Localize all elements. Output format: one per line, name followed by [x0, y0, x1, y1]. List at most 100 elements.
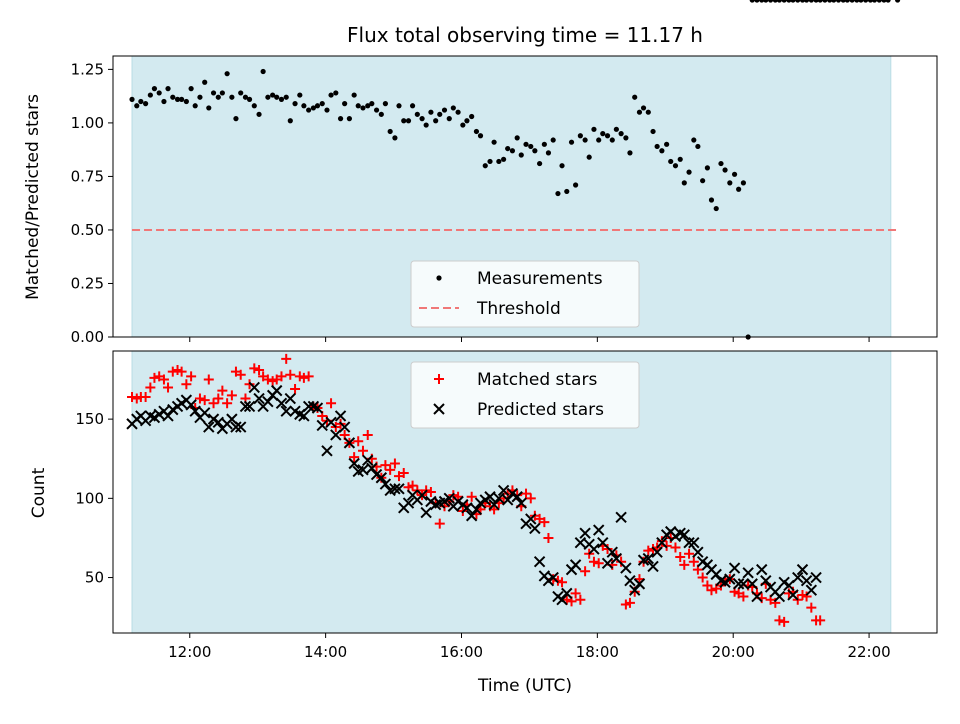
predicted-star-marker: [773, 590, 786, 603]
predicted-star-marker: [316, 419, 328, 432]
predicted-star-marker: [688, 536, 700, 549]
y-tick-label: 1.00: [71, 114, 104, 132]
measurement-point: [795, 0, 801, 3]
measurement-point: [722, 167, 728, 173]
measurement-point: [849, 0, 855, 3]
measurement-point: [573, 182, 579, 188]
measurement-point: [387, 128, 393, 135]
predicted-star-marker: [389, 483, 401, 495]
predicted-star-marker: [597, 536, 609, 549]
matched-star-marker: [570, 588, 581, 599]
predicted-star-marker: [751, 590, 763, 603]
predicted-star-marker: [226, 413, 238, 425]
predicted-star-marker: [280, 405, 292, 417]
matched-star-marker: [249, 363, 260, 374]
measurement-point: [482, 163, 488, 169]
measurement-point: [419, 116, 425, 122]
measurement-point: [727, 180, 733, 186]
legend: Measurements Threshold: [410, 260, 640, 328]
predicted-star-marker: [420, 506, 432, 519]
measurement-point: [256, 111, 262, 117]
matched-star-marker: [262, 374, 273, 385]
measurement-point: [640, 105, 647, 111]
predicted-star-marker: [461, 502, 473, 514]
measurement-point: [224, 71, 230, 77]
y-axis-label-count: Count: [29, 467, 49, 518]
y-tick-label: 100: [75, 489, 104, 507]
predicted-star-marker: [357, 464, 369, 476]
matched-star-marker: [593, 558, 604, 569]
measurement-point: [301, 103, 307, 109]
measurement-point: [858, 0, 864, 3]
measurement-point: [799, 0, 806, 3]
predicted-star-marker: [497, 484, 510, 497]
measurement-point: [537, 160, 543, 167]
measurement-point: [609, 137, 615, 143]
measurement-point: [591, 126, 597, 132]
measurement-point: [473, 128, 480, 135]
measurement-point: [433, 118, 439, 124]
measurement-point: [895, 0, 901, 3]
plot-frame: [112, 350, 938, 634]
predicted-star-marker: [737, 578, 750, 590]
predicted-star-marker: [325, 416, 337, 428]
measurement-point: [219, 90, 225, 96]
measurement-point: [781, 0, 787, 3]
predicted-star-marker: [624, 575, 636, 587]
matched-star-marker: [489, 504, 500, 515]
predicted-star-marker: [488, 498, 500, 511]
predicted-star-marker: [569, 559, 582, 571]
predicted-star-marker: [298, 410, 310, 422]
matched-star-marker: [167, 366, 178, 377]
measurement-point: [233, 116, 239, 122]
matched-star-marker: [181, 379, 192, 390]
measurement-point: [867, 0, 874, 3]
measurement-point: [863, 0, 869, 3]
x-tick-label: 12:00: [168, 643, 211, 661]
matched-star-marker: [638, 556, 649, 567]
predicted-star-marker: [493, 492, 505, 505]
matched-star-marker: [398, 467, 409, 478]
measurement-point: [129, 96, 135, 102]
x-tick-label: 20:00: [712, 643, 755, 661]
measurement-point: [763, 0, 769, 3]
measurement-point: [382, 101, 389, 107]
predicted-star-marker: [800, 575, 813, 587]
matched-star-marker: [525, 493, 536, 504]
predicted-star-marker: [742, 567, 754, 579]
predicted-star-marker: [366, 462, 378, 474]
matched-star-marker: [580, 566, 591, 577]
measurement-point: [831, 0, 837, 3]
measurement-point: [564, 188, 570, 195]
predicted-star-marker: [235, 421, 247, 433]
measurement-point: [528, 143, 534, 150]
matched-star-marker: [176, 366, 187, 377]
predicted-star-marker: [239, 400, 252, 413]
predicted-star-marker: [162, 410, 174, 422]
measurement-point: [401, 118, 407, 124]
predicted-star-marker: [525, 513, 537, 525]
matched-star-marker: [407, 480, 418, 491]
y-tick-label: 0.00: [71, 328, 104, 346]
measurement-point: [246, 96, 253, 102]
measurement-point: [555, 190, 561, 197]
measurement-point: [319, 101, 325, 107]
matched-star-marker: [543, 532, 554, 543]
measurement-point: [147, 92, 153, 98]
predicted-star-marker: [348, 457, 360, 470]
measurement-point: [659, 148, 665, 154]
measurement-point: [151, 86, 158, 92]
measurement-point: [876, 0, 882, 3]
matched-star-marker: [357, 445, 368, 456]
measurement-point: [183, 98, 189, 105]
measurement-point: [790, 0, 796, 3]
predicted-star-marker: [728, 562, 741, 574]
measurement-point: [265, 94, 271, 100]
measurement-point: [803, 0, 810, 3]
measurement-point: [491, 139, 497, 145]
matched-star-marker: [643, 545, 654, 556]
predicted-star-marker: [338, 421, 351, 433]
measurement-point: [210, 90, 217, 96]
predicted-star-marker: [330, 429, 342, 441]
